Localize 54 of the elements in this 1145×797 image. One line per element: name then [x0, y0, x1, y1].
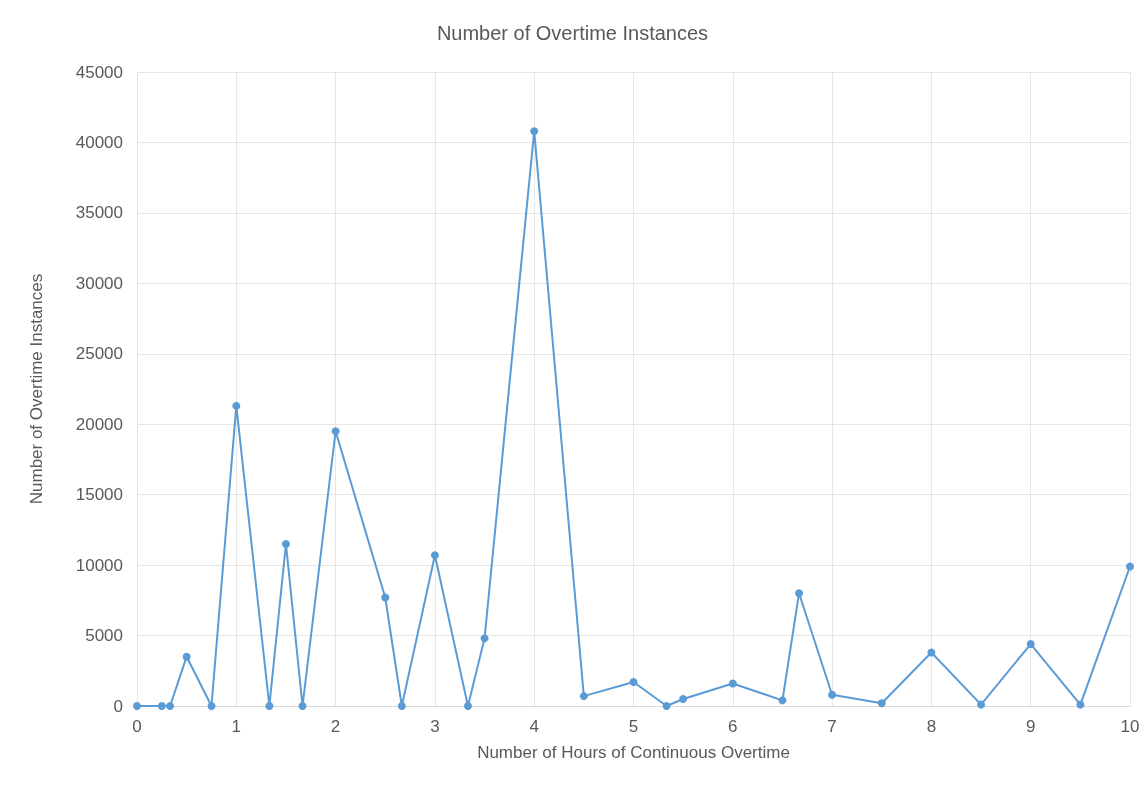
point — [530, 127, 539, 136]
y-tick-label: 45000 — [75, 62, 123, 82]
point — [166, 702, 175, 710]
point — [232, 401, 241, 410]
x-tick-label: 3 — [430, 717, 440, 736]
y-tick-label: 35000 — [75, 203, 123, 223]
y-tick-label: 0 — [113, 696, 123, 716]
point — [182, 652, 191, 661]
x-tick-label: 10 — [1120, 717, 1140, 736]
y-tick-label: 40000 — [75, 132, 123, 152]
y-tick-label: 20000 — [75, 414, 123, 434]
point — [298, 702, 307, 710]
x-tick-label: 9 — [1025, 717, 1036, 736]
point — [265, 702, 274, 710]
point — [381, 593, 390, 602]
point — [1076, 700, 1085, 709]
x-axis-title: Number of Hours of Continuous Overtime — [477, 743, 790, 762]
y-tick-label: 10000 — [75, 555, 123, 575]
point — [463, 702, 472, 710]
x-tick-label: 7 — [827, 717, 837, 736]
point — [207, 702, 216, 710]
point — [977, 700, 986, 709]
y-tick-label: 30000 — [75, 273, 123, 293]
x-tick-label: 5 — [628, 717, 639, 736]
point — [629, 678, 638, 687]
point — [397, 702, 406, 710]
point — [579, 692, 588, 701]
point — [679, 694, 688, 703]
point — [133, 702, 141, 710]
point — [662, 702, 671, 710]
point — [331, 427, 340, 436]
x-tick-label: 0 — [132, 717, 142, 736]
point — [795, 589, 804, 598]
point — [1126, 562, 1134, 571]
point — [430, 551, 439, 560]
y-axis-title: Number of Overtime Instances — [27, 273, 46, 505]
y-tick-label: 15000 — [75, 485, 123, 505]
x-tick-label: 8 — [926, 717, 937, 736]
point — [157, 702, 166, 710]
point — [281, 539, 290, 548]
chart-title: Number of Overtime Instances — [436, 22, 709, 44]
y-tick-label: 25000 — [75, 344, 123, 364]
x-tick-label: 2 — [330, 717, 341, 736]
point — [877, 699, 886, 708]
point — [927, 648, 936, 657]
y-tick-label: 5000 — [85, 626, 123, 646]
x-tick-label: 4 — [529, 717, 539, 736]
x-tick-label: 6 — [728, 717, 738, 736]
point — [778, 696, 787, 705]
x-tick-label: 1 — [231, 717, 242, 736]
point — [480, 634, 489, 643]
point — [1026, 640, 1035, 649]
point — [828, 690, 837, 699]
point — [728, 679, 737, 688]
